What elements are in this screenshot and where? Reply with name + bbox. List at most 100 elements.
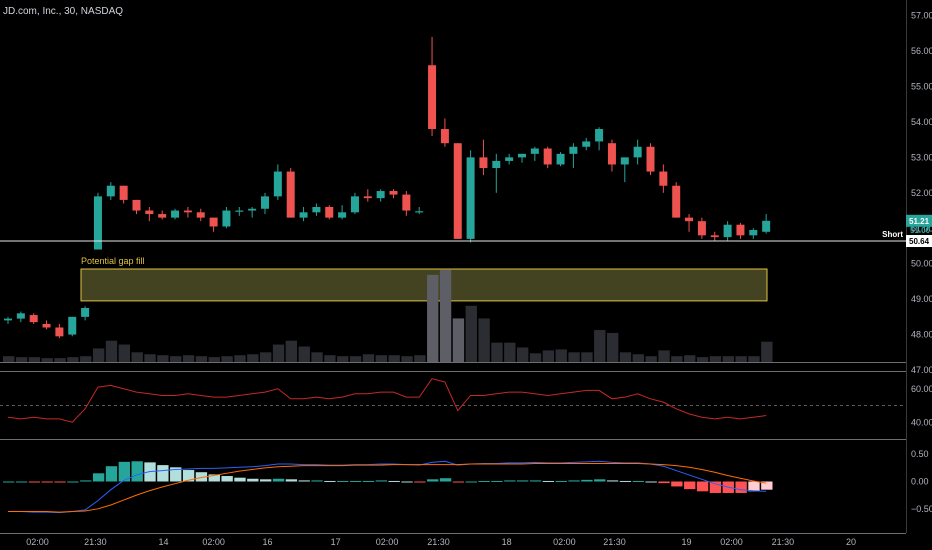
- volume-bar: [606, 332, 619, 362]
- macd-histogram-bar: [504, 480, 516, 482]
- candle-body: [171, 210, 180, 218]
- candle-body: [530, 148, 539, 154]
- macd-histogram-bar: [15, 481, 28, 483]
- time-tick-label: 17: [331, 537, 341, 547]
- macd-histogram-bar: [748, 481, 760, 492]
- volume-bar: [311, 352, 323, 362]
- volume-bar: [504, 342, 516, 362]
- price-tick-label: 51.00: [911, 223, 932, 233]
- macd-histogram-bar: [594, 479, 606, 482]
- gap-fill-box: [80, 268, 768, 302]
- volume-bar: [696, 357, 709, 362]
- macd-histogram-bar: [671, 481, 683, 487]
- macd-histogram-bar: [542, 480, 555, 482]
- candle-body: [119, 185, 128, 200]
- price-tick-label: 49.00: [911, 294, 932, 304]
- volume-bar: [414, 355, 426, 362]
- volume-bar: [735, 356, 747, 362]
- macd-histogram-bar: [221, 476, 233, 482]
- volume-bar: [491, 342, 503, 362]
- macd-histogram-bar: [324, 480, 336, 482]
- candle-body: [440, 129, 449, 144]
- volume-bar: [761, 341, 773, 362]
- price-tick-label: 52.00: [911, 188, 932, 198]
- macd-tick-label: 0.50: [911, 449, 929, 459]
- macd-histogram-bar: [260, 479, 272, 482]
- macd-histogram-bar: [285, 479, 298, 482]
- candle-body: [222, 210, 231, 227]
- candle-body: [466, 157, 475, 239]
- volume-bar: [542, 350, 555, 362]
- time-tick-label: 21:30: [772, 537, 795, 547]
- candle-body: [209, 217, 218, 227]
- macd-histogram-bar: [157, 465, 169, 482]
- candle-body: [672, 185, 681, 218]
- candle-body: [569, 146, 578, 154]
- candle-body: [350, 196, 359, 213]
- volume-bar: [594, 330, 606, 362]
- volume-bar: [324, 355, 336, 362]
- volume-bar: [388, 355, 400, 362]
- macd-histogram-bar: [41, 481, 53, 483]
- candle-body: [363, 196, 372, 199]
- macd-histogram-bar: [439, 478, 452, 482]
- volume-bar: [722, 356, 734, 362]
- macd-histogram-bar: [478, 480, 490, 482]
- candle-body: [106, 185, 115, 197]
- candle-body: [235, 210, 244, 212]
- time-tick-label: 21:30: [84, 537, 107, 547]
- candle-body: [659, 171, 668, 186]
- price-tick-label: 55.00: [911, 82, 932, 92]
- volume-bar: [157, 355, 169, 362]
- candle-body: [492, 160, 501, 169]
- candle-body: [376, 191, 385, 199]
- macd-histogram-bar: [80, 480, 92, 482]
- macd-histogram-bar: [67, 481, 79, 483]
- macd-histogram-bar: [92, 473, 105, 482]
- candle-body: [479, 157, 488, 169]
- volume-bar: [709, 356, 722, 362]
- volume-bar: [401, 356, 413, 362]
- gap-fill-label: Potential gap fill: [81, 256, 145, 266]
- macd-histogram-bar: [658, 481, 670, 484]
- candle-body: [81, 307, 90, 317]
- macd-histogram-bar: [272, 478, 285, 482]
- candle-body: [646, 146, 655, 172]
- rsi-tick-label: 40.00: [911, 417, 932, 427]
- signal-line: [8, 462, 767, 513]
- candle-body: [607, 143, 616, 165]
- volume-bar: [15, 357, 28, 362]
- volume-bars: [3, 270, 773, 362]
- volume-bar: [671, 356, 683, 362]
- candle-body: [620, 157, 629, 165]
- short-price-tag: [906, 235, 932, 248]
- macd-histogram-bar: [337, 480, 349, 482]
- macd-histogram-bar: [247, 478, 259, 482]
- volume-bar: [285, 340, 298, 362]
- volume-bar: [658, 350, 670, 362]
- macd-histogram-bar: [208, 474, 220, 482]
- macd-histogram-bar: [298, 480, 310, 482]
- macd-histogram-bar: [684, 481, 696, 490]
- macd-histogram-bar: [735, 481, 747, 493]
- volume-bar: [131, 352, 143, 362]
- macd-histogram-bar: [517, 480, 529, 482]
- macd-histogram-bar: [131, 461, 143, 482]
- time-tick-label: 02:00: [376, 537, 399, 547]
- candle-body: [325, 206, 334, 218]
- macd-histogram-bar: [529, 480, 542, 482]
- price-candles: [4, 36, 771, 339]
- candle-body: [183, 210, 192, 213]
- time-tick-label: 02:00: [26, 537, 49, 547]
- macd-histogram-bar: [234, 477, 246, 482]
- candle-body: [633, 146, 642, 158]
- macd-histogram-bar: [452, 481, 465, 483]
- volume-bar: [581, 352, 593, 362]
- candle-body: [338, 212, 347, 218]
- volume-bar: [555, 349, 567, 362]
- time-tick-label: 21:30: [603, 537, 626, 547]
- last-price-value: 51.21: [909, 217, 930, 226]
- rsi-line: [7, 378, 767, 423]
- macd-histogram-bar: [427, 479, 439, 482]
